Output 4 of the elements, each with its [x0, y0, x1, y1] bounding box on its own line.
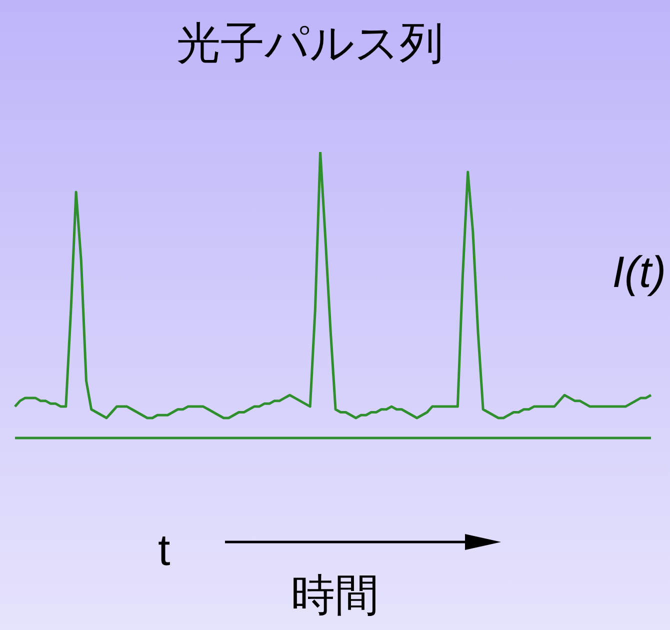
x-axis-title: 時間 — [291, 570, 379, 621]
y-axis-title: I(t) — [612, 248, 666, 298]
chart-title: 光子パルス列 — [176, 17, 444, 71]
text: t — [158, 526, 170, 576]
